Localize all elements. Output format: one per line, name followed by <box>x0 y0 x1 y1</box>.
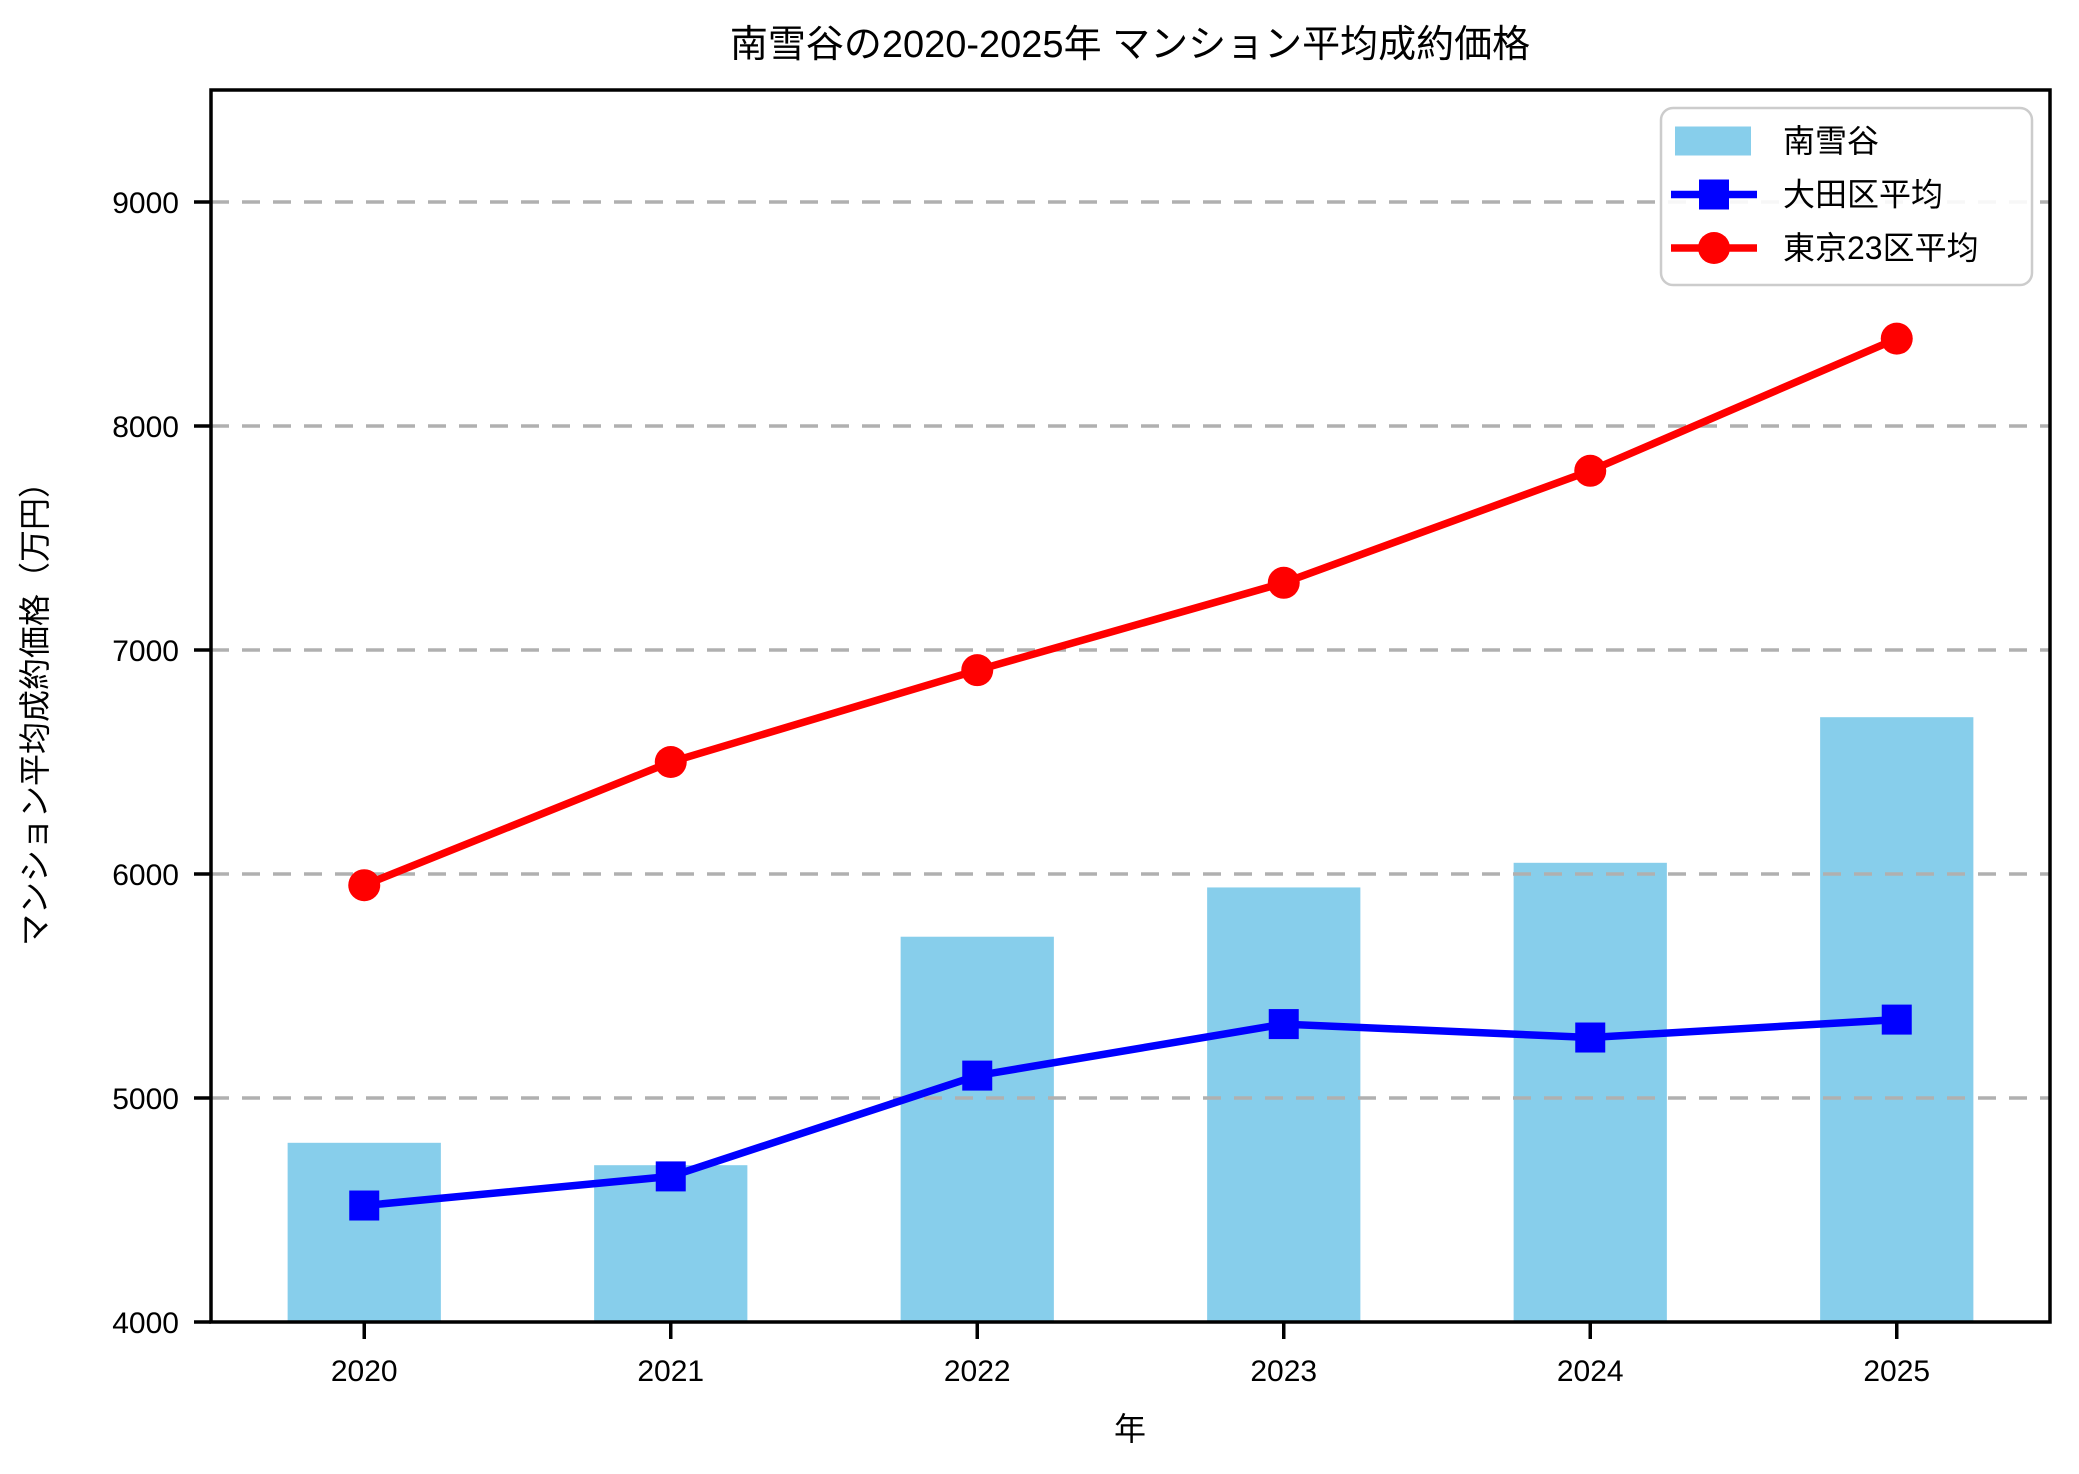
series-line-tokyo-23-wards-average <box>362 335 1899 889</box>
marker-ota-ward-average-2021 <box>655 1161 686 1192</box>
x-axis-label: 年 <box>1114 1411 1146 1447</box>
bar-minami-yukigaya-2023 <box>1207 887 1361 1322</box>
legend-label-minami-yukigaya: 南雪谷 <box>1783 123 1879 159</box>
legend-label-tokyo-23-wards-average: 東京23区平均 <box>1783 230 1979 266</box>
marker-tokyo-23-wards-average-2022 <box>961 654 994 687</box>
chart-title: 南雪谷の2020-2025年 マンション平均成約価格 <box>730 24 1530 66</box>
legend-label-ota-ward-average: 大田区平均 <box>1783 177 1943 213</box>
marker-ota-ward-average-2020 <box>349 1190 380 1221</box>
marker-tokyo-23-wards-average-2024 <box>1574 454 1607 487</box>
x-tick-label-2024: 2024 <box>1557 1355 1624 1388</box>
legend-swatch-minami-yukigaya <box>1675 126 1751 156</box>
grid-layer <box>211 200 2050 1100</box>
legend-item-minami-yukigaya: 南雪谷 <box>1675 123 1879 159</box>
series-layer <box>348 322 1913 1221</box>
marker-ota-ward-average-2023 <box>1268 1009 1299 1040</box>
marker-tokyo-23-wards-average-2025 <box>1880 322 1913 355</box>
y-tick-label-6000: 6000 <box>112 859 179 892</box>
y-tick-label-8000: 8000 <box>112 411 179 444</box>
plot-frame <box>209 88 2052 1324</box>
x-tick-label-2025: 2025 <box>1863 1355 1930 1388</box>
legend-marker-tokyo-23-wards-average <box>1698 232 1730 264</box>
legend-box <box>1659 106 2034 287</box>
marker-ota-ward-average-2024 <box>1575 1022 1606 1053</box>
marker-ota-ward-average-2025 <box>1881 1004 1912 1035</box>
y-tick-label-7000: 7000 <box>112 635 179 668</box>
legend-marker-ota-ward-average <box>1699 179 1729 210</box>
tick-labels-layer: 2020 2021 2022 2023 2024 2025 4000 5000 6000 7000… <box>112 187 1930 1388</box>
x-tick-label-2020: 2020 <box>331 1355 398 1388</box>
x-tick-label-2023: 2023 <box>1250 1355 1317 1388</box>
legend-item-ota-ward-average: 大田区平均 <box>1671 177 1943 213</box>
marker-tokyo-23-wards-average-2020 <box>348 869 381 902</box>
y-tick-label-5000: 5000 <box>112 1083 179 1116</box>
axes-layer <box>194 88 2052 1339</box>
marker-ota-ward-average-2022 <box>962 1060 993 1091</box>
bars-layer <box>287 717 1974 1322</box>
x-tick-label-2022: 2022 <box>944 1355 1011 1388</box>
marker-tokyo-23-wards-average-2021 <box>654 746 687 778</box>
bar-minami-yukigaya-2020 <box>287 1142 441 1322</box>
y-tick-label-4000: 4000 <box>112 1307 179 1340</box>
series-line-ota-ward-average <box>363 1015 1897 1210</box>
bar-minami-yukigaya-2022 <box>900 936 1054 1322</box>
marker-tokyo-23-wards-average-2023 <box>1267 566 1300 599</box>
bar-minami-yukigaya-2024 <box>1513 862 1667 1322</box>
x-tick-label-2021: 2021 <box>637 1355 704 1388</box>
legend-item-tokyo-23-wards-average: 東京23区平均 <box>1671 230 1979 266</box>
y-tick-label-9000: 9000 <box>112 187 179 220</box>
y-axis-label: マンション平均成約価格（万円） <box>17 466 53 946</box>
